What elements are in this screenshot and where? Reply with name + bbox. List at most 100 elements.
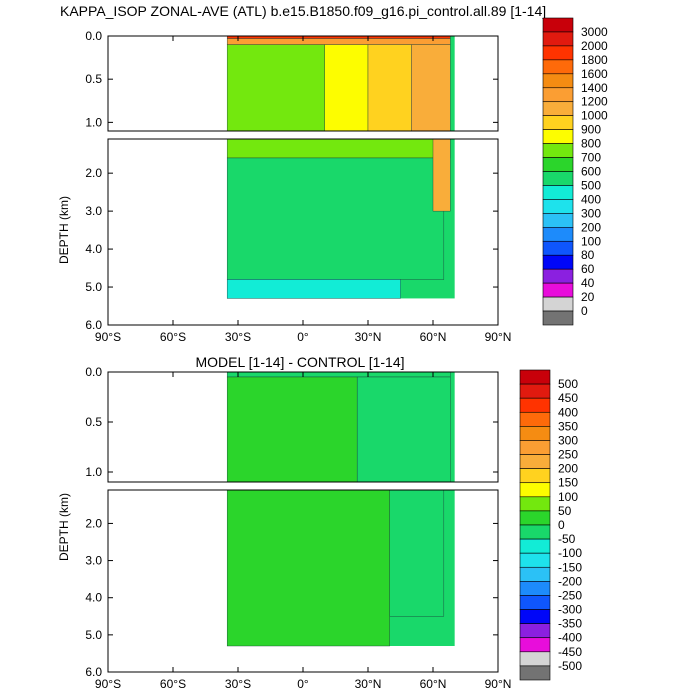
colorbar-swatch (542, 73, 574, 89)
y-tick-label-lower: 5.0 (85, 280, 102, 294)
colorbar-swatch (519, 482, 551, 498)
x-tick-label: 0° (297, 677, 309, 691)
contour-region-1-0 (226, 38, 451, 45)
x-tick-label: 30°S (225, 677, 251, 691)
colorbar-label: 0 (558, 518, 565, 532)
x-tick-label: 30°N (355, 330, 382, 344)
x-tick-label: 30°S (225, 330, 251, 344)
colorbar-label: 2000 (581, 39, 608, 53)
colorbar-swatch (542, 143, 574, 158)
colorbar-label: 300 (558, 433, 578, 447)
colorbar-swatch (542, 101, 574, 116)
colorbar-swatch (542, 296, 574, 312)
panel-1-title: KAPPA_ISOP ZONAL-AVE (ATL) b.e15.B1850.f… (60, 3, 546, 19)
colorbar-label: 250 (558, 448, 578, 462)
colorbar-label: -100 (558, 546, 582, 560)
colorbar-label: 500 (558, 377, 578, 391)
colorbar-label: 100 (558, 490, 578, 504)
colorbar-label: -500 (558, 659, 582, 673)
contour-region-9-0 (226, 279, 401, 299)
colorbar-label: -300 (558, 603, 582, 617)
colorbar-swatch (519, 468, 551, 484)
colorbar-swatch (519, 397, 551, 413)
colorbar-swatch (519, 454, 551, 469)
colorbar-swatch (542, 254, 574, 270)
x-tick-label: 0° (297, 330, 309, 344)
colorbar-label: 700 (581, 151, 601, 165)
x-tick-label: 90°N (485, 330, 512, 344)
colorbar-label: 1600 (581, 67, 608, 81)
x-tick-label: 60°N (420, 330, 447, 344)
contour-region-1-0 (226, 376, 358, 483)
colorbar-label: 400 (558, 405, 578, 419)
colorbar-swatch (519, 496, 551, 512)
colorbar-swatch (519, 369, 551, 385)
colorbar-label: 20 (581, 290, 595, 304)
colorbar-swatch (519, 665, 551, 681)
y-tick-label-lower: 4.0 (85, 242, 102, 256)
colorbar-label: 200 (581, 220, 601, 234)
colorbar-label: 0 (581, 304, 588, 318)
colorbar-label: 1400 (581, 81, 608, 95)
y-tick-label-upper: 0.5 (85, 415, 102, 429)
colorbar-label: -400 (558, 631, 582, 645)
x-tick-label: 60°S (160, 677, 186, 691)
colorbar-label: 1800 (581, 53, 608, 67)
colorbar-label: 1000 (581, 109, 608, 123)
y-tick-label-lower: 5.0 (85, 628, 102, 642)
colorbar-label: -50 (558, 532, 576, 546)
colorbar-label: 800 (581, 137, 601, 151)
colorbar-label: 60 (581, 262, 595, 276)
colorbar-label: -250 (558, 588, 582, 602)
colorbar-swatch (519, 524, 551, 540)
contour-region-4-0 (389, 489, 445, 617)
colorbar-label: 900 (581, 123, 601, 137)
colorbar-swatch (519, 581, 551, 596)
colorbar-swatch (542, 185, 574, 200)
colorbar-swatch (542, 87, 574, 103)
x-tick-label: 30°N (355, 677, 382, 691)
colorbar-label: 500 (581, 178, 601, 192)
colorbar-swatch (542, 115, 574, 130)
colorbar-swatch (519, 440, 551, 455)
y-tick-label-lower: 2.0 (85, 166, 102, 180)
x-tick-label: 60°N (420, 677, 447, 691)
colorbar-label: 40 (581, 276, 595, 290)
colorbar-swatch (542, 157, 574, 172)
colorbar-swatch (519, 383, 551, 399)
colorbar-swatch (542, 199, 574, 214)
colorbar-swatch (519, 510, 551, 526)
y-tick-label-upper: 0.0 (85, 29, 102, 43)
colorbar-label: 150 (558, 476, 578, 490)
y-tick-label-lower: 6.0 (85, 665, 102, 679)
y-tick-label-lower: 2.0 (85, 516, 102, 530)
colorbar-label: 50 (558, 504, 572, 518)
contour-region-7-0 (226, 157, 445, 280)
colorbar-label: -200 (558, 574, 582, 588)
panel-1-ylabel: DEPTH (km) (57, 196, 71, 264)
colorbar-label: 80 (581, 248, 595, 262)
y-tick-label-lower: 3.0 (85, 204, 102, 218)
colorbar-swatch (542, 227, 574, 242)
x-tick-label: 90°S (95, 330, 121, 344)
colorbar-swatch (519, 552, 551, 568)
panel-kappa-isop: KAPPA_ISOP ZONAL-AVE (ATL) b.e15.B1850.f… (57, 3, 608, 344)
colorbar-label: -350 (558, 617, 582, 631)
colorbar-label: 3000 (581, 25, 608, 39)
contour-region-2-0 (226, 44, 325, 132)
colorbar-swatch (519, 538, 551, 554)
x-tick-label: 90°S (95, 677, 121, 691)
panel-2-title: MODEL [1-14] - CONTROL [1-14] (195, 354, 404, 370)
y-tick-label-lower: 4.0 (85, 591, 102, 605)
colorbar-swatch (519, 623, 551, 639)
contour-region-5-0 (411, 44, 451, 132)
colorbar-label: 400 (581, 192, 601, 206)
contour-region-0-0 (226, 371, 451, 378)
colorbar-swatch (519, 411, 551, 427)
colorbar-swatch (542, 31, 574, 47)
colorbar-swatch (542, 240, 574, 256)
colorbar-swatch (519, 566, 551, 582)
colorbar-swatch (542, 268, 574, 284)
y-tick-label-lower: 3.0 (85, 554, 102, 568)
